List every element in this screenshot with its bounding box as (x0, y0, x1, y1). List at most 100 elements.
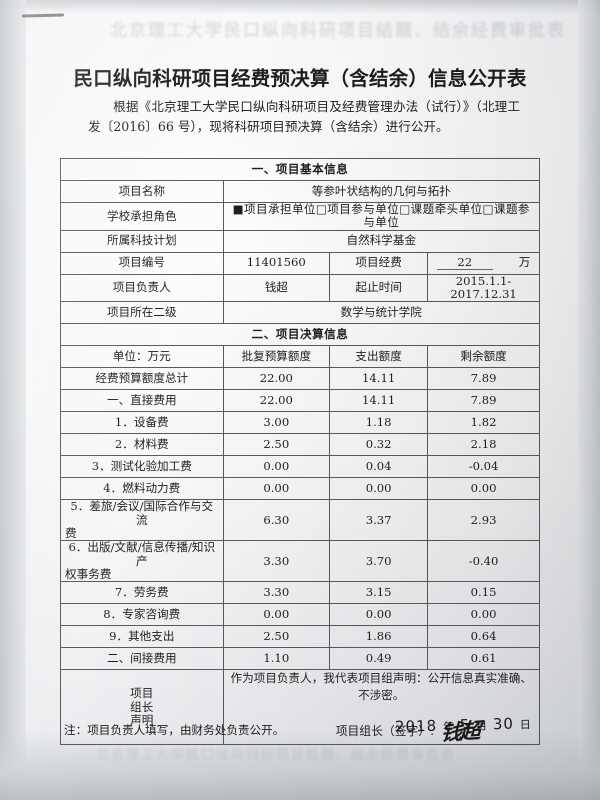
school-role-options[interactable]: ■项目承担单位□项目参与单位□课题牵头单位□课题参与单位 (222, 202, 541, 231)
table-row: 1．设备费 3.00 1.18 1.82 (60, 411, 540, 435)
budget-remaining: 7.89 (427, 389, 540, 413)
date-year: 2018 (395, 716, 438, 737)
intro-line-2: 〔2016〕66 号），现将科研项目预决算（含结余）进行公开。 (100, 119, 449, 134)
declaration-label: 项目 组长 声明 (60, 669, 224, 746)
declaration-label-line3: 声明 (130, 713, 154, 728)
budget-item-line2: 权事务费 (65, 566, 112, 581)
budget-approved: 6.30 (222, 499, 331, 542)
intro-paragraph: 根据《北京理工大学民口纵向科研项目及经费管理办法（试行）》（北理工发〔2016〕… (88, 97, 520, 137)
row-department: 项目所在二级 数学与统计学院 (60, 301, 541, 325)
budget-item-line1: 5．差旅/会议/国际合作与交流 (70, 499, 214, 527)
declaration-text: 作为项目负责人，我代表项目组声明：公开信息真实准确、不涉密。 (230, 671, 532, 703)
budget-spent: 0.04 (329, 455, 429, 479)
budget-spent: 3.37 (329, 499, 429, 542)
footer-note: 注：项目负责人填写，由财务处负责公开。 (64, 723, 285, 737)
table-row: 6．出版/文献/信息传播/知识产 权事务费 3.30 3.70 -0.40 (60, 540, 540, 583)
budget-spent: 1.18 (329, 411, 429, 435)
table-row: 2．材料费 2.50 0.32 2.18 (60, 433, 540, 457)
date-year-unit: 年 (443, 720, 455, 734)
column-header-spent: 支出额度 (329, 345, 429, 369)
budget-remaining: 2.18 (427, 433, 540, 457)
budget-remaining: 2.93 (427, 499, 540, 542)
budget-item-label: 9．其他支出 (60, 625, 224, 649)
department-label: 项目所在二级 (60, 301, 224, 325)
table-row: 一、直接费用 22.00 14.11 7.89 (60, 389, 540, 413)
column-header-approved: 批复预算额度 (222, 345, 331, 369)
budget-approved: 3.00 (222, 411, 331, 435)
table-row: 3．测试化验加工费 0.00 0.04 -0.04 (60, 455, 540, 479)
budget-remaining: 0.00 (427, 477, 540, 501)
intro-line-1: 根据《北京理工大学民口纵向科研项目及经费管理办法（试行）》（北理工发 (88, 99, 520, 134)
funding-value: 22 (436, 255, 493, 271)
budget-spent: 0.00 (329, 477, 429, 501)
date-day: 30 (492, 714, 515, 734)
declaration-row: 项目 组长 声明 作为项目负责人，我代表项目组声明：公开信息真实准确、不涉密。 … (60, 669, 541, 746)
section-1-header-row: 一、项目基本信息 (60, 158, 540, 181)
signature-label: 项目组长（签字）: (335, 724, 435, 739)
project-number-value: 11401560 (222, 251, 331, 275)
budget-spent: 0.49 (329, 647, 429, 671)
section-2-heading: 二、项目决算信息 (60, 323, 540, 347)
handwritten-date: 2018 年 5 月 30 日 (395, 714, 532, 737)
declaration-body: 作为项目负责人，我代表项目组声明：公开信息真实准确、不涉密。 项目组长（签字）:… (222, 669, 541, 746)
budget-approved: 1.10 (222, 647, 331, 671)
department-value: 数学与统计学院 (222, 301, 541, 325)
budget-spent: 3.70 (329, 540, 429, 583)
budget-item-label: 5．差旅/会议/国际合作与交流 费 (60, 499, 224, 542)
table-row: 5．差旅/会议/国际合作与交流 费 6.30 3.37 2.93 (60, 499, 540, 542)
budget-item-label: 7．劳务费 (60, 581, 224, 605)
budget-approved: 2.50 (222, 433, 331, 457)
budget-item-label: 2．材料费 (60, 433, 224, 457)
budget-spent: 14.11 (329, 389, 429, 413)
tech-plan-label: 所属科技计划 (60, 229, 224, 253)
declaration-label-line2: 组长 (130, 699, 154, 714)
budget-item-label: 4．燃料动力费 (60, 477, 224, 501)
budget-item-label: 经费预算额度总计 (60, 367, 224, 391)
budget-item-label: 1．设备费 (60, 411, 224, 435)
period-value: 2015.1.1-2017.12.31 (427, 273, 540, 303)
budget-approved: 0.00 (222, 603, 331, 627)
school-role-label: 学校承担角色 (60, 202, 224, 231)
budget-item-label: 一、直接费用 (60, 389, 224, 413)
project-number-label: 项目编号 (60, 251, 224, 275)
page-edge-left (0, 0, 26, 800)
disclosure-table: 一、项目基本信息 项目名称 等参叶状结构的几何与拓扑 学校承担角色 ■项目承担单… (60, 158, 541, 746)
funding-cell: 22 万 (427, 251, 540, 275)
section-2-header-row: 二、项目决算信息 (60, 323, 540, 347)
budget-spent: 3.15 (329, 581, 429, 605)
budget-spent: 1.86 (329, 625, 429, 649)
budget-item-label: 6．出版/文献/信息传播/知识产 权事务费 (60, 540, 224, 583)
table-row: 二、间接费用 1.10 0.49 0.61 (60, 647, 540, 671)
budget-item-label: 8．专家咨询费 (60, 603, 224, 627)
funding-unit: 万 (518, 254, 531, 269)
leader-value: 钱超 (222, 273, 331, 303)
budget-approved: 22.00 (222, 389, 331, 413)
budget-table-header-row: 单位：万元 批复预算额度 支出额度 剩余额度 (60, 345, 540, 369)
budget-item-line1: 6．出版/文献/信息传播/知识产 (68, 540, 216, 568)
row-leader-period: 项目负责人 钱超 起止时间 2015.1.1-2017.12.31 (60, 273, 540, 303)
column-header-remaining: 剩余额度 (427, 345, 540, 369)
leader-label: 项目负责人 (60, 273, 224, 303)
column-header-unit: 单位：万元 (60, 345, 224, 369)
tech-plan-value: 自然科学基金 (222, 229, 541, 253)
budget-item-label: 3．测试化验加工费 (60, 455, 224, 479)
budget-remaining: 7.89 (427, 367, 540, 391)
row-tech-plan: 所属科技计划 自然科学基金 (60, 229, 541, 253)
date-month-unit: 月 (476, 719, 488, 733)
table-row: 8．专家咨询费 0.00 0.00 0.00 (60, 603, 540, 627)
table-row: 经费预算额度总计 22.00 14.11 7.89 (60, 367, 540, 391)
budget-approved: 3.30 (222, 540, 331, 583)
row-school-role: 学校承担角色 ■项目承担单位□项目参与单位□课题牵头单位□课题参与单位 (60, 202, 541, 231)
budget-remaining: 0.00 (427, 603, 540, 627)
date-day-unit: 日 (519, 718, 532, 732)
showthrough-text-top: 北京理工大学民口纵向科研项目结题、结余经费审批表 (110, 21, 566, 41)
budget-spent: 0.00 (329, 603, 429, 627)
period-label: 起止时间 (329, 273, 429, 303)
budget-remaining: 0.15 (427, 581, 540, 605)
budget-item-line2: 费 (65, 525, 77, 540)
signature-row: 项目组长（签字）: 钱超 2018 年 5 月 30 日 (228, 715, 535, 746)
project-name-label: 项目名称 (60, 180, 224, 203)
row-project-name: 项目名称 等参叶状结构的几何与拓扑 (60, 180, 541, 203)
budget-spent: 0.32 (329, 433, 429, 457)
